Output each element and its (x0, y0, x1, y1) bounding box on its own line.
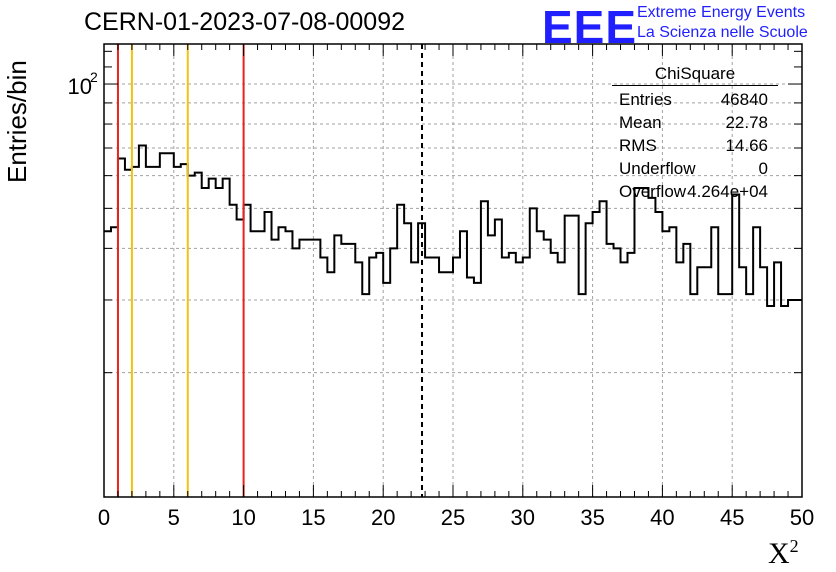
x-tick-label: 0 (98, 505, 110, 530)
stats-box: ChiSquare Entries 46840 Mean 22.78 RMS 14.6… (612, 64, 778, 205)
stats-row: RMS 14.66 (612, 136, 778, 159)
stats-key: Overflow (619, 182, 687, 201)
x-axis-label-sup: 2 (789, 536, 799, 556)
stats-row: Overflow 4.264e+04 (612, 182, 778, 205)
x-tick-label: 5 (168, 505, 180, 530)
x-tick-label: 25 (441, 505, 465, 530)
stats-value: 14.66 (725, 136, 768, 155)
stats-row: Mean 22.78 (612, 113, 778, 136)
logo-subtitle-1: Extreme Energy Events (637, 4, 806, 21)
logo-subtitle-2: La Scienza nelle Scuole (637, 24, 808, 41)
x-tick-label: 15 (301, 505, 325, 530)
stats-key: RMS (619, 136, 657, 155)
y-tick-label-sup: 2 (90, 69, 98, 85)
stats-header: ChiSquare (612, 64, 778, 86)
stats-value: 22.78 (725, 113, 768, 132)
x-tick-label: 30 (511, 505, 535, 530)
x-axis-label-base: X (768, 537, 790, 570)
y-tick-label: 10 (68, 74, 92, 99)
stats-value: 4.264e+04 (687, 182, 768, 201)
stats-row: Underflow 0 (612, 159, 778, 182)
x-axis-label: X2 (768, 536, 799, 571)
stats-value: 0 (758, 159, 768, 178)
x-tick-label: 40 (650, 505, 674, 530)
x-tick-label: 50 (790, 505, 814, 530)
x-tick-label: 10 (231, 505, 255, 530)
chart-title: CERN-01-2023-07-08-00092 (84, 8, 406, 36)
x-tick-label: 35 (580, 505, 604, 530)
stats-key: Entries (619, 90, 672, 109)
x-tick-label: 20 (371, 505, 395, 530)
x-tick-label: 45 (720, 505, 744, 530)
stats-value: 46840 (720, 90, 768, 109)
stats-row: Entries 46840 (612, 90, 778, 113)
stats-key: Underflow (619, 159, 696, 178)
histogram-series (104, 144, 802, 308)
stats-key: Mean (619, 113, 662, 132)
